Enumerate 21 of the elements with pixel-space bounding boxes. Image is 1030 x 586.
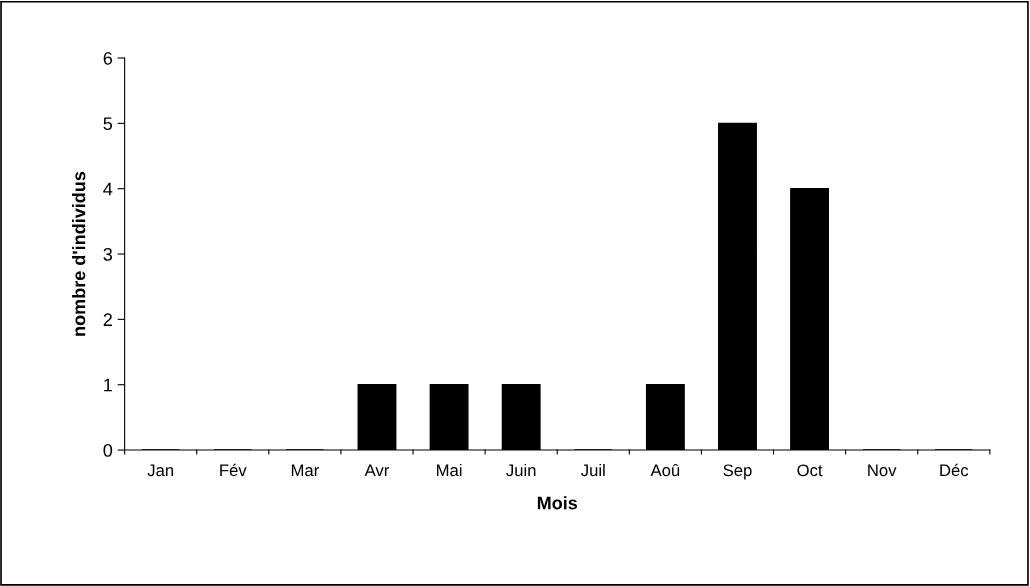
y-tick-label: 5 — [103, 117, 113, 131]
x-tick-label: Jan — [147, 464, 174, 477]
x-tick-label: Juin — [506, 463, 536, 477]
y-axis-title: nombre d'individus — [72, 171, 86, 336]
x-tick-label: Déc — [940, 463, 969, 477]
y-tick-label: 2 — [103, 313, 112, 326]
x-tick-label: Sep — [723, 464, 752, 480]
x-tick-label: Aoû — [650, 463, 680, 477]
x-tick-label: Avr — [364, 464, 390, 477]
y-tick-label: 3 — [103, 247, 113, 261]
y-tick-label: 1 — [104, 378, 112, 392]
x-tick-label: Mai — [437, 463, 462, 477]
x-tick-label: Fév — [220, 463, 247, 477]
x-axis-title: Mois — [537, 496, 578, 510]
y-tick-label: 0 — [103, 443, 113, 457]
y-tick-label: 4 — [103, 182, 113, 196]
x-tick-label: Juil — [581, 463, 605, 477]
y-tick-label: 6 — [103, 51, 113, 65]
x-tick-label: Nov — [868, 464, 897, 477]
x-tick-label: Mar — [291, 464, 319, 477]
x-tick-label: Oct — [797, 464, 823, 477]
